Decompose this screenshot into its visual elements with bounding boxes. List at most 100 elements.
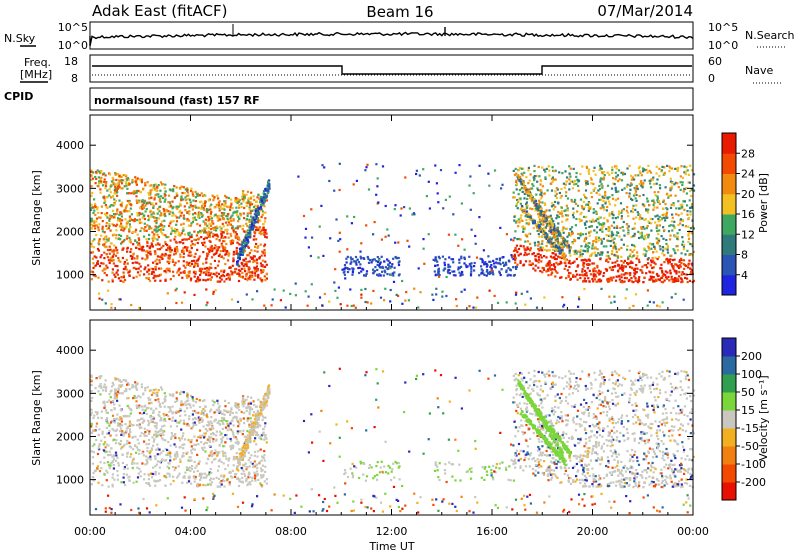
echo-point (183, 233, 187, 236)
echo-point (659, 219, 662, 222)
echo-point (559, 276, 562, 279)
echo-point (649, 182, 652, 185)
echo-point (161, 257, 164, 260)
echo-point (575, 252, 578, 255)
echo-point (236, 227, 239, 230)
echo-point (606, 171, 609, 174)
echo-point (690, 203, 694, 206)
echo-point (178, 186, 182, 190)
echo-point (97, 176, 100, 179)
echo-point (661, 217, 664, 220)
echo-point (684, 276, 687, 280)
echo-point (636, 187, 639, 191)
echo-point (193, 238, 196, 241)
echo-point (478, 216, 481, 219)
echo-point (112, 204, 115, 207)
echo-point (599, 180, 602, 183)
echo-point (677, 224, 680, 227)
echo-point (211, 247, 214, 250)
echo-point (566, 209, 569, 212)
echo-point (220, 255, 224, 258)
echo-point (384, 271, 387, 274)
echo-point (585, 271, 588, 274)
echo-point (155, 435, 158, 439)
echo-point (329, 237, 332, 240)
echo-point (360, 242, 363, 245)
echo-point (650, 261, 653, 264)
echo-point (246, 229, 249, 232)
echo-point (548, 238, 551, 241)
echo-point (174, 433, 177, 436)
echo-point (128, 210, 131, 213)
echo-point (615, 250, 618, 253)
echo-point (578, 255, 581, 258)
echo-point (524, 260, 528, 263)
echo-point (200, 212, 203, 215)
echo-point (460, 255, 463, 258)
echo-point (212, 272, 215, 275)
echo-point (194, 443, 197, 446)
echo-point (109, 396, 112, 399)
echo-point (528, 214, 531, 217)
echo-point (205, 269, 208, 272)
echo-point (514, 261, 517, 264)
echo-point (602, 178, 605, 181)
echo-point (672, 248, 675, 251)
echo-point (106, 216, 109, 219)
echo-point (598, 184, 601, 188)
echo-point (684, 264, 687, 267)
echo-point (646, 200, 649, 203)
echo-point (371, 258, 374, 261)
echo-point (304, 290, 307, 293)
echo-point (366, 163, 369, 166)
echo-point (244, 263, 247, 266)
echo-point (550, 273, 553, 276)
echo-point (155, 219, 158, 222)
noise-panel-frame (89, 21, 694, 50)
echo-point (142, 188, 145, 191)
echo-point (154, 237, 157, 240)
echo-point (196, 194, 199, 197)
echo-point (515, 204, 518, 207)
echo-point (209, 212, 212, 215)
echo-point (188, 213, 191, 216)
echo-point (263, 198, 266, 201)
echo-point (367, 188, 371, 191)
echo-point (207, 232, 210, 235)
echo-point (169, 222, 172, 225)
echo-point (679, 188, 682, 191)
echo-point (386, 228, 389, 231)
echo-point (635, 216, 638, 219)
echo-point (221, 207, 224, 210)
echo-point (219, 218, 222, 221)
echo-point (560, 206, 563, 209)
echo-point (146, 446, 149, 450)
echo-point (470, 228, 473, 231)
echo-point (144, 204, 147, 207)
echo-point (458, 164, 461, 167)
echo-point (436, 273, 439, 276)
echo-point (653, 206, 656, 209)
echo-point (651, 218, 654, 221)
echo-point (136, 261, 139, 264)
echo-point (627, 279, 630, 283)
echo-point (538, 208, 541, 212)
echo-point (232, 250, 235, 253)
echo-point (117, 173, 120, 176)
echo-point (623, 259, 626, 262)
echo-point (98, 470, 102, 473)
echo-point (177, 269, 180, 272)
echo-point (214, 226, 217, 229)
echo-point (249, 417, 252, 420)
cpid-label: CPID (4, 90, 33, 103)
echo-point (323, 292, 326, 296)
echo-point (159, 181, 163, 184)
echo-point (614, 165, 617, 168)
echo-point (138, 306, 141, 309)
echo-point (197, 237, 201, 240)
echo-point (394, 241, 397, 244)
echo-point (105, 245, 108, 248)
echo-point (317, 256, 320, 259)
echo-point (191, 260, 194, 263)
echo-point (251, 274, 254, 277)
